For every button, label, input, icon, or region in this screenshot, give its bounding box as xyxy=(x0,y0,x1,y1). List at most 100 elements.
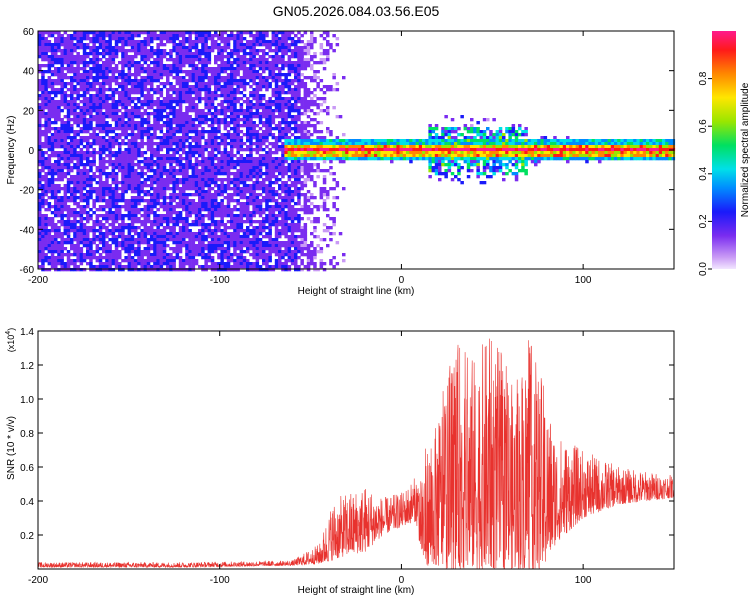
spectrogram-cell xyxy=(63,121,68,125)
spectrogram-cell xyxy=(265,112,269,116)
spectrogram-cell xyxy=(89,163,93,167)
spectrogram-cell xyxy=(191,70,196,74)
spectrogram-cell xyxy=(178,148,183,152)
spectrogram-cell xyxy=(223,145,228,149)
spectrogram-cell xyxy=(111,172,116,176)
spectrogram-cell xyxy=(258,31,263,35)
spectrogram-cell xyxy=(258,79,263,83)
spectrogram-cell xyxy=(50,220,55,224)
spectrogram-cell xyxy=(44,124,48,128)
spectrogram-cell xyxy=(236,79,240,83)
spectrogram-cell xyxy=(278,127,282,131)
spectrogram-cell xyxy=(38,217,42,221)
spectrogram-cell xyxy=(236,256,240,260)
spectrogram-cell xyxy=(38,64,42,68)
spectrogram-cell xyxy=(230,160,234,164)
spectrogram-cell xyxy=(95,169,100,173)
spectrogram-cell xyxy=(130,58,135,62)
spectrogram-cell xyxy=(57,109,61,113)
spectrogram-cell xyxy=(233,199,237,203)
spectrogram-cell xyxy=(252,55,256,59)
spectrogram-cell xyxy=(262,199,266,203)
spectrogram-cell xyxy=(140,175,144,179)
spectrogram-cell xyxy=(255,193,260,197)
spectrogram-cell xyxy=(105,154,109,158)
spectrogram-cell xyxy=(95,220,100,224)
spectrogram-cell xyxy=(114,172,119,176)
spectrogram-cell xyxy=(271,208,276,212)
spectrogram-cell xyxy=(258,154,263,158)
spectrogram-cell xyxy=(121,265,125,269)
spectrogram-cell xyxy=(57,73,61,77)
spectrogram-cell xyxy=(268,85,272,89)
spectrogram-cell xyxy=(41,235,45,239)
spectrogram-cell xyxy=(102,169,106,173)
spectrogram-cell xyxy=(118,100,122,104)
spectrogram-cell xyxy=(258,85,263,89)
spectrogram-cell xyxy=(63,127,68,131)
spectrogram-cell xyxy=(130,118,135,122)
spectrogram-cell xyxy=(60,34,64,38)
spectrogram-cell xyxy=(207,52,212,56)
spectrogram-cell xyxy=(201,214,205,218)
spectrogram-cell xyxy=(271,58,276,62)
spectrogram-cell xyxy=(194,88,199,92)
spectrogram-cell xyxy=(102,79,106,83)
spectrogram-cell xyxy=(143,88,148,92)
spectrogram-cell xyxy=(162,157,167,161)
spectrogram-cell xyxy=(92,31,96,35)
spectrogram-cell xyxy=(108,88,112,92)
spectrogram-cell xyxy=(262,40,266,44)
spectrogram-cell xyxy=(201,37,205,41)
spectrogram-cell xyxy=(98,181,103,185)
spectrogram-cell xyxy=(166,91,170,95)
spectrogram-cell xyxy=(220,46,224,50)
spectrogram-cell xyxy=(223,31,228,35)
spectrogram-cell xyxy=(214,226,218,230)
spectrogram-cell xyxy=(50,196,55,200)
spectrogram-cell xyxy=(121,76,125,80)
spectrogram-cell xyxy=(246,199,250,203)
spectrogram-cell xyxy=(242,163,247,167)
spectrogram-cell xyxy=(166,58,170,62)
spectrogram-cell xyxy=(239,112,244,116)
spectrogram-cell xyxy=(185,94,189,98)
spectrogram-cell xyxy=(175,268,180,272)
spectrogram-cell xyxy=(76,229,80,233)
spectrogram-cell xyxy=(265,157,269,161)
spectrogram-cell xyxy=(217,130,221,134)
spectrogram-cell xyxy=(239,61,244,65)
spectrogram-cell xyxy=(217,160,221,164)
spectrogram-cell xyxy=(86,118,90,122)
spectrogram-cell xyxy=(175,244,180,248)
spectrogram-cell xyxy=(140,115,144,119)
spectrogram-cell xyxy=(70,109,74,113)
spectrogram-cell xyxy=(182,175,186,179)
spectrogram-cell xyxy=(127,241,132,245)
spectrogram-cell xyxy=(102,235,106,239)
spectrogram-cell xyxy=(185,112,189,116)
spectrogram-cell xyxy=(210,133,215,137)
spectrogram-cell xyxy=(156,73,160,77)
spectrogram-cell xyxy=(223,229,228,233)
spectrogram-cell xyxy=(191,46,196,50)
spectrogram-cell xyxy=(140,190,144,194)
spectrogram-cell xyxy=(255,202,260,206)
spectrogram-cell xyxy=(207,178,212,182)
spectrogram-cell xyxy=(92,265,96,269)
spectrogram-cell xyxy=(236,193,240,197)
spectrogram-cell xyxy=(105,109,109,113)
spectrogram-cell xyxy=(134,172,138,176)
spectrogram-cell xyxy=(118,94,122,98)
spectrogram-cell xyxy=(150,88,154,92)
spectrogram-cell xyxy=(111,88,116,92)
spectrogram-cell xyxy=(44,184,48,188)
spectrogram-cell xyxy=(134,190,138,194)
spectrogram-cell xyxy=(255,136,260,140)
spectrogram-cell xyxy=(50,121,55,125)
spectrogram-cell xyxy=(54,265,58,269)
spectrogram-cell xyxy=(169,37,173,41)
spectrogram-cell xyxy=(137,220,141,224)
spectrogram-cell xyxy=(236,145,240,149)
spectrogram-cell xyxy=(76,61,80,65)
